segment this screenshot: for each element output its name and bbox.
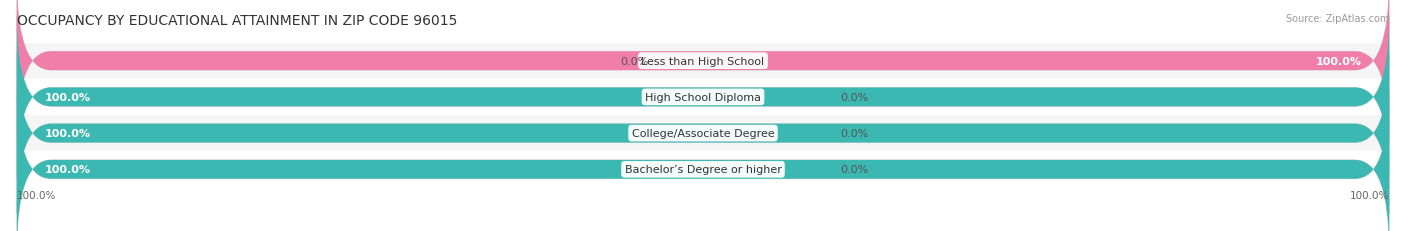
Text: 100.0%: 100.0%: [45, 128, 90, 139]
Text: 100.0%: 100.0%: [1316, 56, 1361, 66]
Text: OCCUPANCY BY EDUCATIONAL ATTAINMENT IN ZIP CODE 96015: OCCUPANCY BY EDUCATIONAL ATTAINMENT IN Z…: [17, 14, 457, 28]
FancyBboxPatch shape: [17, 53, 1389, 214]
Bar: [0, 152, 1406, 188]
Bar: [0, 116, 1406, 152]
Text: High School Diploma: High School Diploma: [645, 92, 761, 103]
Text: Bachelor’s Degree or higher: Bachelor’s Degree or higher: [624, 165, 782, 175]
Text: 0.0%: 0.0%: [841, 128, 869, 139]
FancyBboxPatch shape: [17, 17, 1389, 178]
Text: Less than High School: Less than High School: [641, 56, 765, 66]
Text: 0.0%: 0.0%: [620, 56, 648, 66]
Text: 100.0%: 100.0%: [45, 92, 90, 103]
Text: 100.0%: 100.0%: [45, 165, 90, 175]
FancyBboxPatch shape: [17, 17, 1389, 178]
FancyBboxPatch shape: [17, 89, 1389, 231]
FancyBboxPatch shape: [17, 0, 1389, 142]
Text: Source: ZipAtlas.com: Source: ZipAtlas.com: [1285, 14, 1389, 24]
Text: College/Associate Degree: College/Associate Degree: [631, 128, 775, 139]
Text: 100.0%: 100.0%: [17, 190, 56, 200]
FancyBboxPatch shape: [17, 89, 1389, 231]
Text: 100.0%: 100.0%: [1350, 190, 1389, 200]
FancyBboxPatch shape: [17, 0, 1389, 142]
FancyBboxPatch shape: [17, 53, 1389, 214]
Text: 0.0%: 0.0%: [841, 92, 869, 103]
Bar: [0, 43, 1406, 79]
Text: 0.0%: 0.0%: [841, 165, 869, 175]
Bar: [0, 79, 1406, 116]
